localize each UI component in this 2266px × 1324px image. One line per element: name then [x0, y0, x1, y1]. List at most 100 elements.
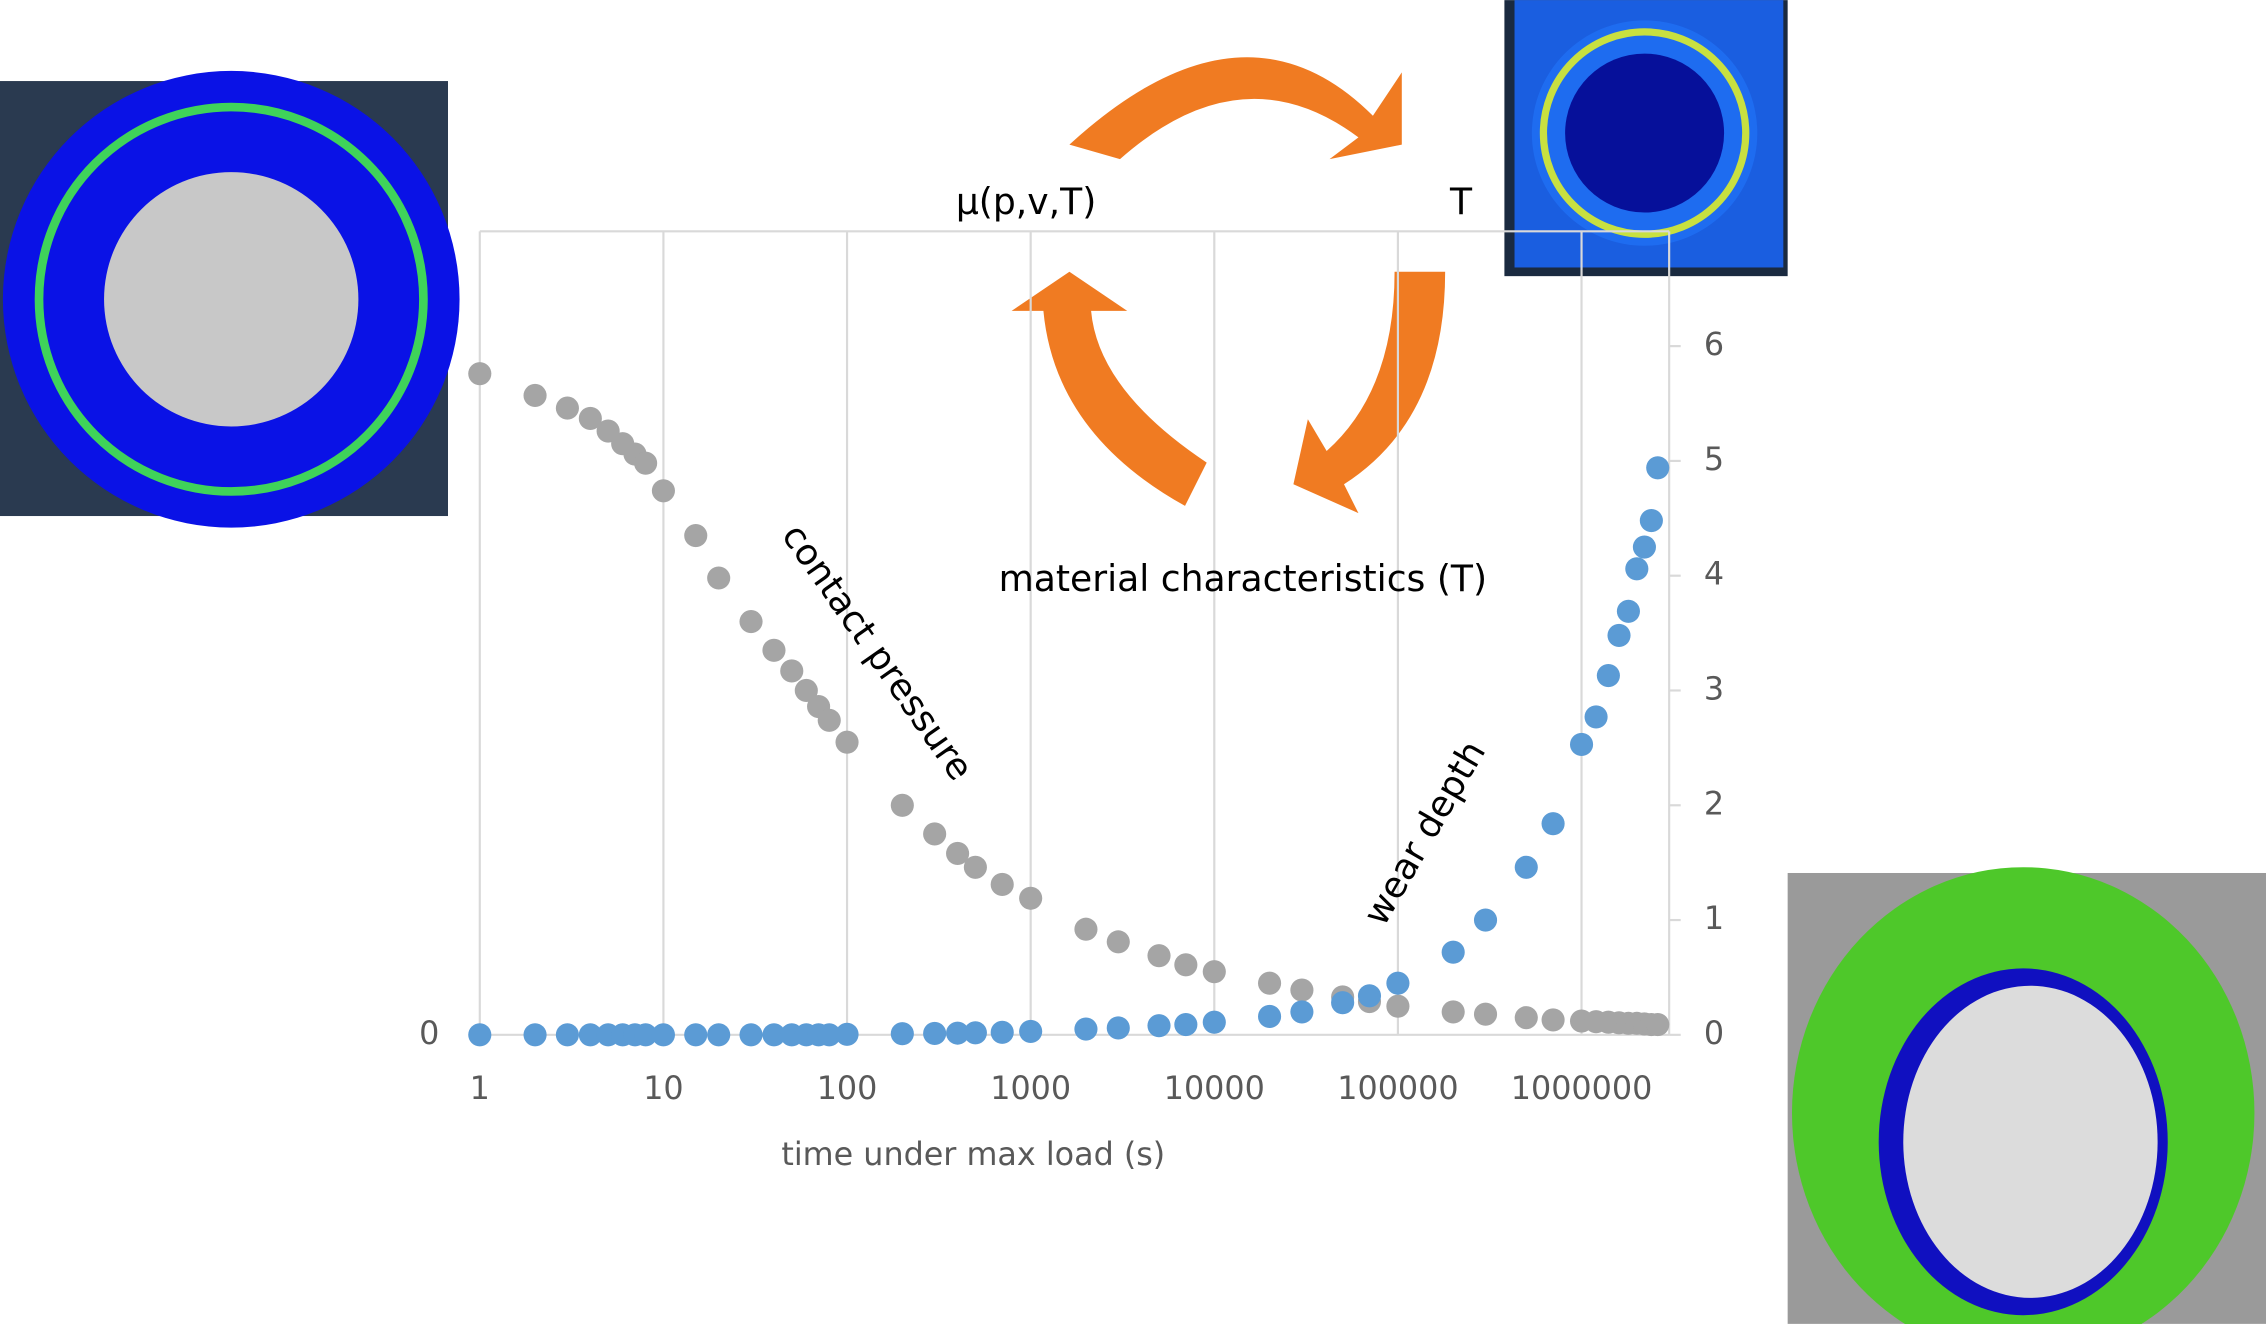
data-point — [555, 1023, 579, 1047]
annotation: wear depth — [1354, 733, 1494, 932]
data-point — [1541, 812, 1565, 836]
data-point — [578, 406, 602, 431]
data-point — [946, 1021, 970, 1045]
x-axis-title: time under max load (s) — [781, 1136, 1165, 1173]
data-point — [555, 396, 579, 420]
data-point — [634, 1023, 658, 1047]
y2-tick-label: 3 — [1704, 670, 1724, 707]
data-point — [1290, 978, 1314, 1002]
data-point — [923, 822, 947, 846]
data-point — [1174, 1012, 1198, 1037]
data-point — [835, 1022, 859, 1046]
data-point — [1174, 953, 1198, 977]
x-tick-label: 10000 — [1164, 1070, 1265, 1107]
data-point — [651, 1023, 675, 1047]
y2-tick-label: 2 — [1704, 785, 1724, 822]
data-point — [468, 1023, 492, 1047]
y2-tick-label: 0 — [1704, 1015, 1724, 1052]
y2-tick-label: 6 — [1704, 326, 1724, 363]
y2-tick-label: 1 — [1704, 900, 1724, 937]
data-point — [1290, 1000, 1314, 1024]
data-point — [1258, 971, 1282, 995]
x-tick-label: 100 — [817, 1070, 878, 1107]
data-point — [739, 610, 763, 634]
annotation: contact pressure — [773, 516, 982, 789]
data-point — [1569, 732, 1594, 757]
data-point — [1106, 930, 1130, 954]
data-point — [1357, 984, 1382, 1008]
data-point — [1386, 971, 1410, 995]
data-point — [1331, 991, 1355, 1015]
data-point — [1473, 908, 1498, 932]
data-point — [707, 566, 731, 590]
data-point — [835, 730, 859, 754]
data-point — [1646, 456, 1670, 480]
data-point — [651, 479, 675, 503]
data-point — [523, 1023, 547, 1047]
data-point — [578, 1023, 602, 1047]
data-point — [794, 678, 818, 703]
data-point — [1514, 1006, 1538, 1030]
data-point — [1019, 886, 1043, 910]
data-point — [890, 1022, 914, 1046]
cycle-arrows — [1011, 57, 1446, 514]
data-point — [963, 855, 987, 879]
data-point — [1441, 1000, 1465, 1024]
data-point — [946, 841, 970, 866]
data-point — [1616, 599, 1640, 623]
data-point — [1074, 1017, 1098, 1041]
y-tick-label: 0 — [419, 1015, 439, 1052]
data-point — [1473, 1002, 1498, 1026]
data-point — [707, 1023, 731, 1047]
data-point — [762, 638, 786, 662]
data-point — [990, 1020, 1014, 1044]
fea-image-top-left — [0, 70, 460, 528]
annotation: T — [1449, 180, 1473, 223]
data-point — [890, 793, 914, 817]
data-point — [739, 1023, 763, 1047]
data-point — [923, 1021, 947, 1046]
data-point — [1386, 994, 1410, 1018]
data-point — [1147, 1014, 1171, 1038]
fea-image-bottom-right — [1787, 867, 2266, 1324]
data-point — [1639, 509, 1663, 533]
data-point — [1441, 940, 1465, 964]
data-point — [817, 708, 841, 732]
data-point — [817, 1023, 841, 1047]
data-point — [1625, 557, 1649, 581]
data-point — [1646, 1012, 1670, 1037]
data-point — [1147, 944, 1171, 968]
x-tick-label: 1 — [470, 1070, 490, 1107]
data-point — [1607, 623, 1631, 647]
annotation: μ(p,v,T) — [956, 180, 1096, 223]
data-point — [990, 872, 1014, 897]
data-point — [1202, 960, 1226, 984]
data-point — [1202, 1010, 1226, 1034]
data-point — [1541, 1008, 1565, 1032]
data-point — [762, 1023, 786, 1047]
data-point — [780, 659, 804, 683]
data-point — [1632, 535, 1656, 559]
data-point — [1584, 705, 1608, 729]
y2-tick-label: 5 — [1704, 441, 1724, 478]
y2-tick-label: 4 — [1704, 556, 1724, 593]
data-point — [634, 451, 658, 475]
data-point — [523, 383, 547, 408]
data-point — [684, 1023, 708, 1047]
data-point — [1106, 1016, 1130, 1040]
data-point — [1596, 664, 1620, 688]
x-tick-label: 1000 — [990, 1070, 1071, 1107]
data-point — [1074, 917, 1098, 941]
data-point — [1514, 855, 1538, 879]
data-point — [684, 523, 708, 548]
annotation: material characteristics (T) — [999, 557, 1488, 600]
x-tick-label: 10 — [643, 1070, 683, 1107]
data-point — [468, 362, 492, 386]
x-tick-label: 1000000 — [1511, 1070, 1653, 1107]
data-point — [963, 1021, 987, 1045]
data-point — [1019, 1019, 1043, 1043]
data-point — [1258, 1004, 1282, 1029]
x-tick-label: 100000 — [1337, 1070, 1458, 1107]
